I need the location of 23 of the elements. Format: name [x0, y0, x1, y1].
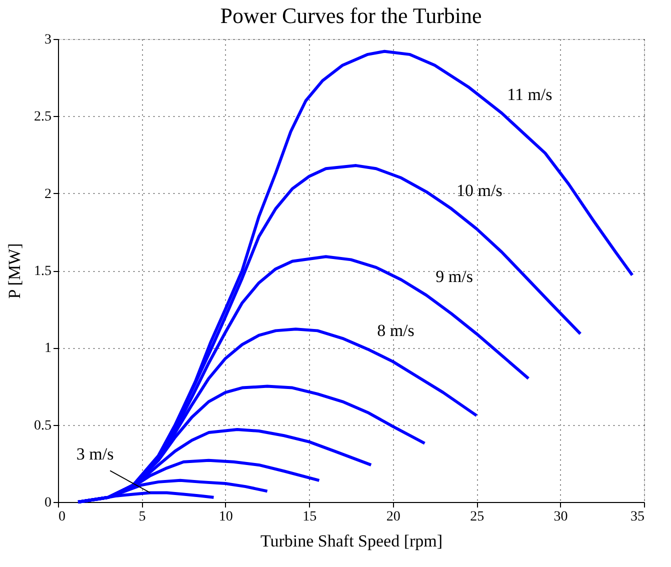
series-label: 3 m/s: [76, 444, 114, 464]
x-tick-label: 10: [218, 510, 233, 524]
x-tick-label: 25: [470, 510, 484, 524]
x-tick-label: 5: [138, 510, 146, 524]
y-tick-label: 2.5: [34, 110, 52, 125]
y-axis-title: P [MW]: [5, 243, 24, 299]
series-label: 11 m/s: [507, 85, 552, 104]
chart-title: Power Curves for the Turbine: [220, 3, 482, 28]
x-tick-label: 30: [554, 510, 568, 524]
y-tick-label: 1: [44, 341, 52, 356]
y-tick-label: 3: [44, 32, 52, 48]
y-tick-label: 0.5: [34, 418, 52, 434]
y-tick-label: 1.5: [34, 264, 52, 279]
series-label: 8 m/s: [377, 321, 414, 340]
x-tick-label: 35: [630, 510, 644, 524]
x-axis-title: Turbine Shaft Speed [rpm]: [260, 532, 443, 550]
x-tick-label: 20: [386, 510, 400, 524]
y-tick-label: 0: [44, 496, 52, 510]
y-tick-label: 2: [44, 186, 52, 202]
x-tick-label: 15: [302, 510, 317, 524]
series-label: 9 m/s: [436, 267, 473, 286]
x-tick-label: 0: [58, 510, 66, 524]
series-label: 10 m/s: [456, 180, 502, 200]
